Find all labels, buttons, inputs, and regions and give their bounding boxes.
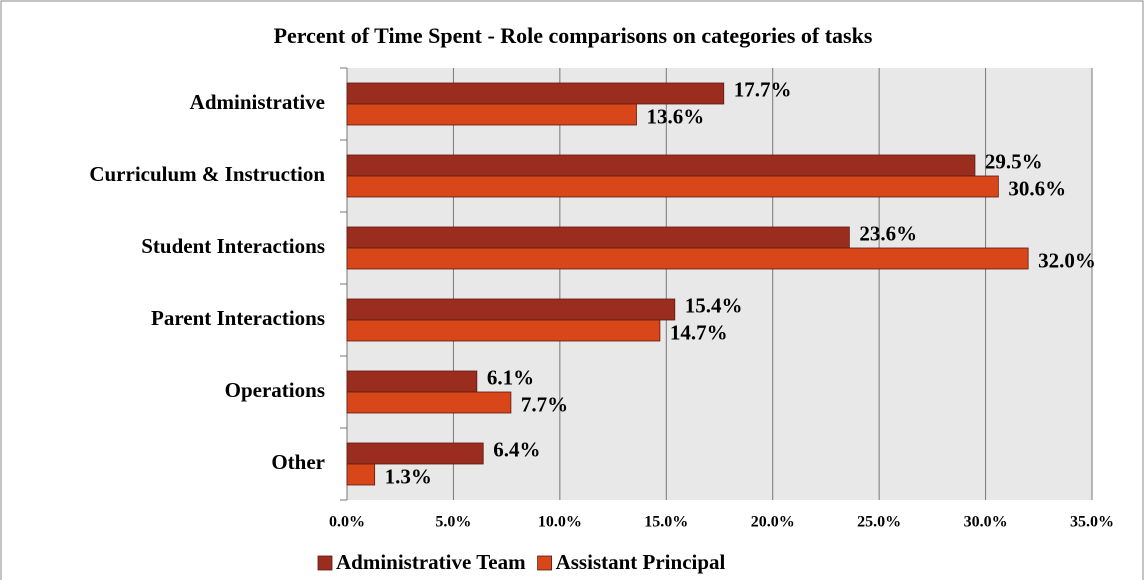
y-tick-label: Curriculum & Instruction xyxy=(89,162,325,186)
chart-title: Percent of Time Spent - Role comparisons… xyxy=(274,23,873,48)
bar xyxy=(346,154,976,177)
x-tick-label: 25.0% xyxy=(857,514,901,531)
y-tick-label: Student Interactions xyxy=(141,234,325,258)
data-label: 23.6% xyxy=(859,221,917,245)
data-label: 13.6% xyxy=(646,104,704,128)
data-label: 14.7% xyxy=(670,320,728,344)
data-label: 6.1% xyxy=(487,365,534,389)
bar xyxy=(346,226,850,249)
bar xyxy=(346,82,725,105)
y-tick-label: Parent Interactions xyxy=(151,306,325,330)
x-tick-label: 20.0% xyxy=(751,514,795,531)
x-tick-label: 15.0% xyxy=(644,514,688,531)
bar xyxy=(346,319,661,342)
legend-swatch xyxy=(317,555,333,571)
bar xyxy=(346,370,478,393)
data-label: 29.5% xyxy=(985,149,1043,173)
bar xyxy=(346,103,637,126)
y-tick-label: Operations xyxy=(225,378,325,402)
x-tick-label: 10.0% xyxy=(538,514,582,531)
data-label: 32.0% xyxy=(1038,248,1096,272)
bar xyxy=(346,463,376,486)
bar xyxy=(346,247,1029,270)
bar xyxy=(346,391,512,414)
y-tick-label: Administrative xyxy=(190,90,325,114)
data-label: 1.3% xyxy=(385,464,432,488)
bar xyxy=(346,175,999,198)
data-label: 7.7% xyxy=(521,392,568,416)
data-label: 17.7% xyxy=(734,77,792,101)
x-tick-label: 35.0% xyxy=(1070,514,1114,531)
bar xyxy=(346,442,484,465)
x-tick-label: 0.0% xyxy=(329,514,365,531)
x-tick-label: 5.0% xyxy=(435,514,471,531)
data-label: 30.6% xyxy=(1008,176,1066,200)
data-label: 6.4% xyxy=(493,437,540,461)
legend-swatch xyxy=(537,555,552,571)
x-tick-label: 30.0% xyxy=(964,514,1008,531)
data-label: 15.4% xyxy=(685,293,743,317)
legend-label: Assistant Principal xyxy=(556,550,726,574)
legend-label: Administrative Team xyxy=(336,550,526,574)
y-tick-label: Other xyxy=(271,450,325,474)
plot-area xyxy=(347,68,1092,500)
bar xyxy=(346,298,676,321)
